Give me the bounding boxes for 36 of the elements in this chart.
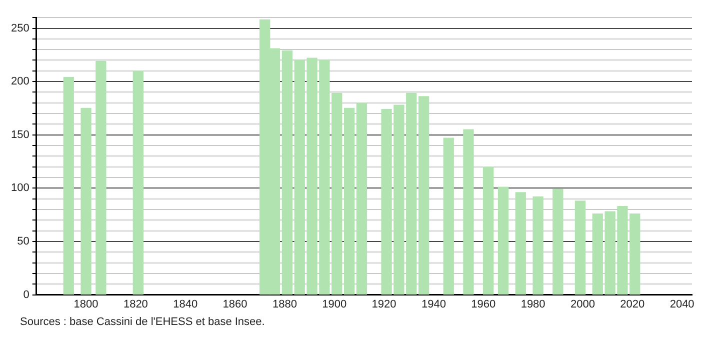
bar	[344, 108, 355, 295]
bar	[552, 188, 564, 295]
bar	[463, 129, 474, 295]
source-note: Sources : base Cassini de l'EHESS et base Insee.	[20, 316, 266, 328]
y-tick-label: 150	[10, 128, 30, 141]
bar	[574, 200, 586, 295]
y-tick-label: 100	[10, 182, 30, 194]
bar	[356, 102, 368, 295]
x-tick-label: 1980	[520, 298, 546, 310]
y-tick-label: 200	[10, 76, 30, 88]
bar	[63, 76, 74, 295]
x-tick-label: 1800	[74, 298, 98, 310]
bar	[132, 70, 144, 295]
x-tick-label: 1920	[372, 298, 396, 310]
y-tick-label: 250	[10, 22, 30, 34]
x-tick-label: 1960	[471, 298, 496, 310]
bar	[80, 108, 92, 295]
bar	[96, 60, 106, 295]
x-tick-label: 1940	[421, 298, 446, 310]
bar	[515, 192, 526, 295]
x-tick-label: 2040	[670, 298, 694, 310]
bar	[532, 196, 544, 295]
x-tick-label: 1840	[173, 298, 198, 310]
bar	[498, 186, 509, 295]
x-tick-label: 1860	[222, 298, 248, 310]
bar	[282, 50, 293, 295]
bar	[443, 138, 454, 295]
bar	[483, 166, 494, 295]
y-tick-label: 0	[23, 288, 30, 301]
x-tick-label: 1900	[322, 298, 347, 310]
x-tick-label: 2020	[620, 298, 645, 310]
bar	[418, 96, 430, 295]
x-tick-label: 1880	[272, 298, 297, 310]
y-tick-label: 50	[17, 236, 30, 248]
x-tick-label: 2000	[570, 298, 595, 310]
x-tick-label: 1820	[123, 298, 148, 310]
